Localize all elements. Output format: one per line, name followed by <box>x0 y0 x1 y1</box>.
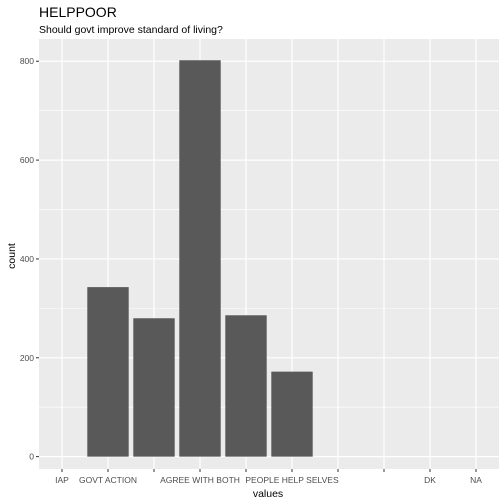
x-axis-ticks: IAP GOVT ACTION AGREE WITH BOTH PEOPLE HELP… <box>55 469 482 485</box>
chart-subtitle: Should govt improve standard of living? <box>39 24 223 36</box>
x-tick-label: NA <box>470 475 482 485</box>
y-tick-label: 400 <box>20 254 34 264</box>
y-axis-title: count <box>6 243 18 269</box>
x-tick-label: AGREE WITH BOTH <box>160 475 240 485</box>
bars <box>87 60 313 457</box>
x-tick-label: GOVT ACTION <box>79 475 137 485</box>
y-tick-label: 600 <box>20 155 34 165</box>
y-tick-label: 200 <box>20 353 34 363</box>
x-tick-label: PEOPLE HELP SELVES <box>245 475 339 485</box>
y-axis-ticks: 0 200 400 600 800 <box>20 56 39 462</box>
bar <box>179 60 221 457</box>
bar <box>87 287 129 457</box>
y-tick-label: 800 <box>20 56 34 66</box>
bar <box>271 371 313 457</box>
x-tick-label: DK <box>424 475 436 485</box>
bar <box>225 315 267 457</box>
x-tick-label: IAP <box>55 475 69 485</box>
y-tick-label: 0 <box>29 452 34 462</box>
chart-title: HELPPOOR <box>39 4 117 20</box>
bar <box>133 318 175 457</box>
x-axis-title: values <box>253 488 283 500</box>
